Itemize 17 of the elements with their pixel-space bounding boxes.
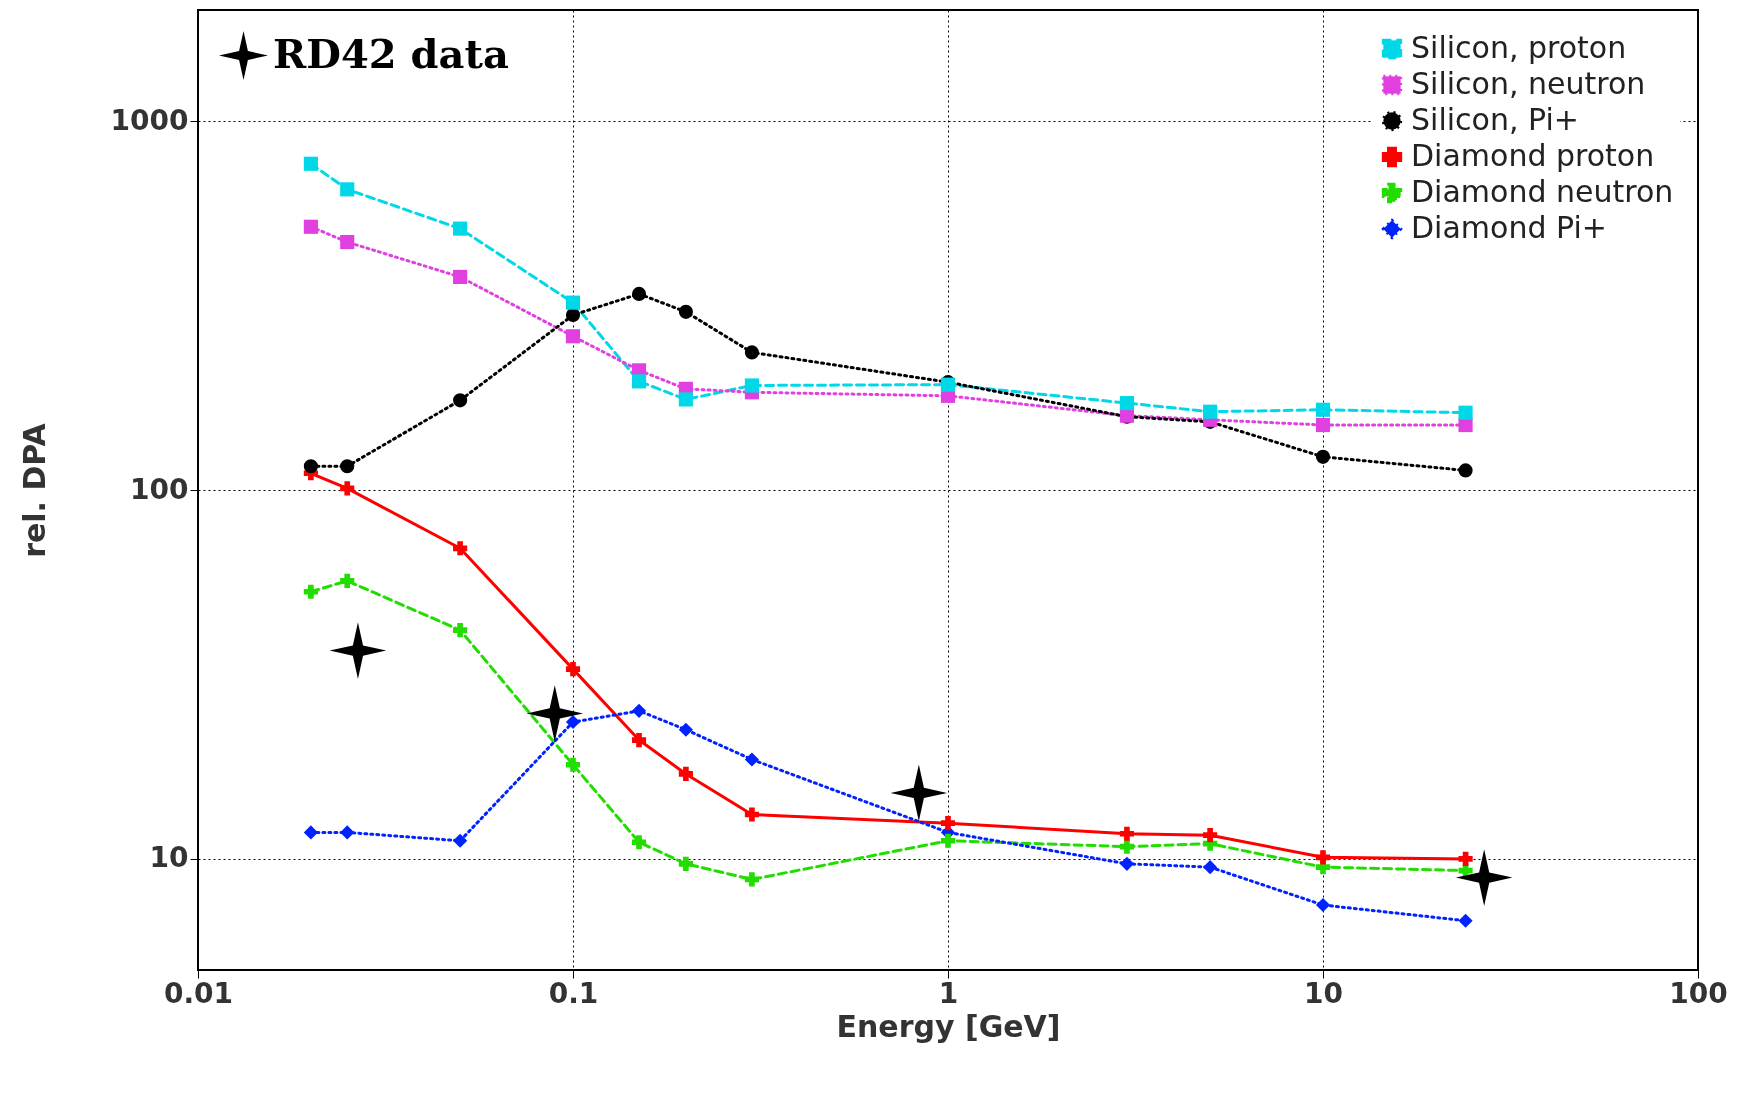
legend-label: Diamond neutron xyxy=(1411,174,1674,209)
x-tick-label: 10 xyxy=(1304,976,1343,1010)
legend-label: RD42 data xyxy=(273,29,509,77)
x-axis-title: Energy [GeV] xyxy=(836,1008,1061,1044)
legend-label: Diamond Pi+ xyxy=(1411,210,1607,245)
legend-label: Diamond proton xyxy=(1411,138,1655,173)
y-axis-title: rel. DPA xyxy=(16,422,52,558)
y-tick-label: 10 xyxy=(149,841,189,875)
y-tick-label: 1000 xyxy=(110,103,189,137)
x-tick-label: 1 xyxy=(938,976,959,1010)
x-tick-label: 0.1 xyxy=(548,976,599,1010)
legend-label: Silicon, neutron xyxy=(1411,66,1646,101)
legend-label: Silicon, proton xyxy=(1411,30,1627,65)
y-tick-label: 100 xyxy=(130,472,189,506)
x-tick-label: 100 xyxy=(1669,976,1728,1010)
x-tick-label: 0.01 xyxy=(163,976,234,1010)
legend-label: Silicon, Pi+ xyxy=(1411,102,1579,137)
